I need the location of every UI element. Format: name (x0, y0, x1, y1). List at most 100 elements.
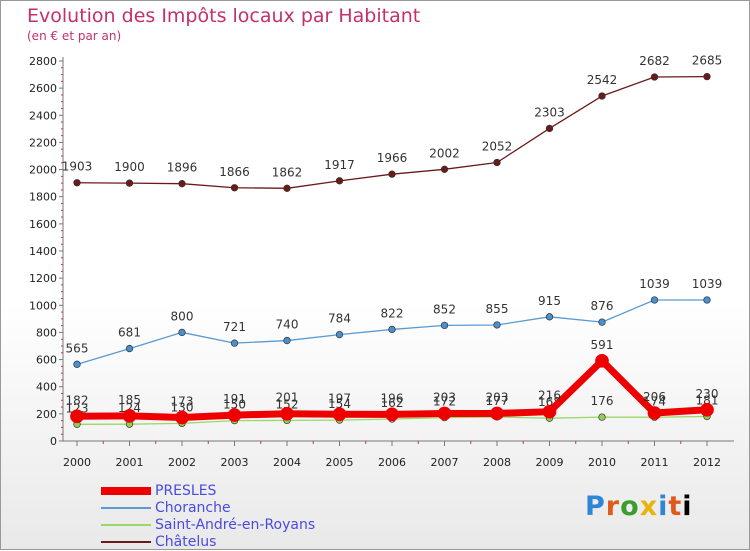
x-tick-label: 2001 (116, 456, 144, 469)
data-label-choranche: 876 (591, 299, 614, 313)
x-tick-label: 2007 (431, 456, 459, 469)
x-tick-label: 2011 (641, 456, 669, 469)
logo-letter: x (639, 491, 659, 522)
data-point-presles (542, 404, 557, 419)
data-point-saint-andr-en-royans (598, 413, 606, 421)
data-label-saint-andr-en-royans: 176 (591, 394, 614, 408)
data-label-choranche: 681 (118, 326, 141, 340)
data-label-choranche: 800 (171, 309, 194, 323)
data-point-ch-telus (545, 124, 554, 133)
data-label-choranche: 915 (538, 294, 561, 308)
data-point-choranche (440, 321, 449, 330)
data-point-presles (175, 410, 189, 425)
data-label-presles: 196 (381, 391, 404, 405)
y-tick-label: 1000 (29, 299, 57, 312)
data-point-presles (280, 406, 294, 421)
legend-swatch-saint-andre (101, 524, 151, 526)
chart-subtitle: (en € et par an) (27, 29, 122, 43)
legend-label: PRESLES (155, 483, 217, 499)
data-point-ch-telus (703, 72, 711, 81)
y-tick-label: 400 (36, 381, 57, 394)
data-point-presles (70, 409, 84, 424)
data-label-choranche: 822 (381, 306, 404, 320)
data-point-choranche (335, 330, 344, 339)
data-label-saint-andr-en-royans: 162 (381, 396, 404, 410)
data-point-choranche (650, 296, 659, 304)
data-point-choranche (493, 321, 501, 329)
logo-letter: P (585, 491, 606, 522)
data-point-presles (122, 409, 137, 423)
data-point-ch-telus (230, 184, 239, 192)
data-label-choranche: 1039 (639, 277, 670, 291)
y-tick-label: 1600 (29, 218, 57, 231)
y-tick-label: 600 (36, 354, 57, 367)
legend-label: Choranche (155, 500, 231, 516)
data-point-ch-telus (650, 73, 659, 81)
data-label-saint-andr-en-royans: 124 (118, 401, 141, 415)
logo-letter: t (668, 491, 683, 522)
y-tick-label: 1800 (29, 191, 57, 204)
data-label-ch-telus: 1896 (167, 161, 198, 175)
y-tick-label: 2600 (29, 82, 57, 95)
legend-swatch-presles (101, 487, 151, 495)
data-point-choranche (125, 344, 134, 353)
x-tick-label: 2010 (588, 456, 616, 469)
x-tick-label: 2009 (536, 456, 564, 469)
x-tick-label: 2000 (63, 456, 91, 469)
data-point-choranche (230, 339, 239, 347)
data-label-choranche: 784 (328, 312, 351, 326)
data-label-choranche: 855 (486, 302, 509, 316)
data-point-choranche (598, 318, 606, 326)
data-label-presles: 182 (66, 393, 89, 407)
data-point-ch-telus (440, 165, 449, 173)
data-label-saint-andr-en-royans: 130 (171, 400, 194, 414)
y-tick-label: 2800 (29, 55, 57, 68)
data-point-presles (647, 406, 662, 420)
data-label-ch-telus: 2052 (482, 140, 513, 154)
data-label-ch-telus: 2303 (534, 105, 565, 119)
x-tick-label: 2003 (221, 456, 249, 469)
data-point-presles (490, 406, 504, 421)
data-label-presles: 230 (696, 387, 719, 401)
data-point-ch-telus (493, 158, 501, 167)
data-label-choranche: 740 (276, 318, 299, 332)
data-point-presles (437, 406, 452, 421)
data-label-choranche: 721 (223, 320, 246, 334)
data-label-ch-telus: 2685 (692, 54, 723, 68)
x-tick-label: 2008 (483, 456, 511, 469)
logo-letter: i (682, 491, 693, 522)
data-label-saint-andr-en-royans: 152 (276, 397, 299, 411)
data-label-ch-telus: 1866 (219, 165, 250, 179)
data-label-presles: 203 (486, 390, 509, 404)
data-label-ch-telus: 1917 (324, 158, 355, 172)
data-point-choranche (703, 296, 711, 304)
x-tick-label: 2005 (326, 456, 354, 469)
data-label-presles: 173 (171, 395, 194, 409)
data-label-ch-telus: 2542 (587, 73, 618, 87)
data-label-choranche: 565 (66, 341, 89, 355)
data-label-ch-telus: 1862 (272, 165, 303, 179)
data-label-choranche: 852 (433, 302, 456, 316)
x-tick-label: 2006 (378, 456, 406, 469)
data-point-choranche (73, 360, 81, 368)
data-point-choranche (545, 313, 554, 321)
legend-swatch-chatelus (101, 541, 151, 543)
data-label-presles: 591 (591, 338, 614, 352)
data-label-presles: 197 (328, 391, 351, 405)
data-point-presles (700, 402, 714, 417)
data-point-ch-telus (388, 170, 396, 178)
data-point-ch-telus (335, 177, 344, 185)
chart-title: Evolution des Impôts locaux par Habitant (27, 5, 421, 27)
y-tick-label: 200 (36, 408, 57, 421)
x-tick-label: 2004 (273, 456, 301, 469)
data-label-ch-telus: 2682 (639, 54, 670, 68)
data-label-presles: 191 (223, 392, 246, 406)
data-point-presles (227, 408, 242, 422)
legend-swatch-choranche (101, 507, 151, 509)
data-label-presles: 201 (276, 391, 299, 405)
x-tick-label: 2012 (693, 456, 721, 469)
data-point-presles (385, 407, 399, 422)
logo-letter: i (658, 491, 669, 522)
